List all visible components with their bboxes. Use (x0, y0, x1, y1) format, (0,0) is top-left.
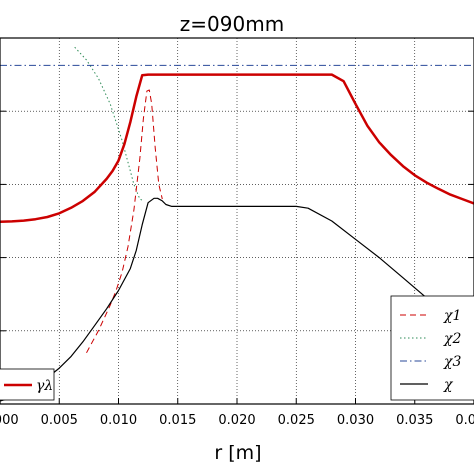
series-line-2 (74, 46, 144, 202)
series-line-0 (0, 73, 474, 223)
x-tick-label: 0.010 (100, 413, 137, 428)
legend-label: χ (443, 377, 454, 393)
legend-left: γλ (0, 368, 55, 401)
legend-label: χ3 (443, 354, 461, 370)
series-line-4 (0, 197, 474, 402)
x-tick-label: 0.020 (218, 413, 255, 428)
x-tick-label: 0.015 (159, 413, 196, 428)
legend-label: χ2 (443, 331, 461, 347)
x-axis-label: r [m] (214, 442, 261, 464)
x-tick-label: 0.000 (0, 413, 19, 428)
legend-right: χ1 χ2 χ3 χ (390, 295, 474, 401)
legend-label: γλ (36, 378, 53, 394)
ticks: 0.000 0.005 0.010 0.015 0.020 0.025 0.030 0.035… (0, 37, 474, 428)
series-line-1 (86, 89, 163, 354)
chart-title: z=090mm (180, 12, 284, 36)
legend-label: χ1 (443, 308, 461, 324)
x-tick-label: 0.035 (396, 413, 433, 428)
x-tick-label: 0.040 (455, 413, 474, 428)
series-layer (0, 46, 474, 402)
x-tick-label: 0.005 (41, 413, 78, 428)
x-tick-label: 0.030 (337, 413, 374, 428)
legend-entries: χ1 χ2 χ3 χ (400, 308, 461, 393)
legend-right-box (390, 295, 474, 401)
x-tick-label: 0.025 (278, 413, 315, 428)
